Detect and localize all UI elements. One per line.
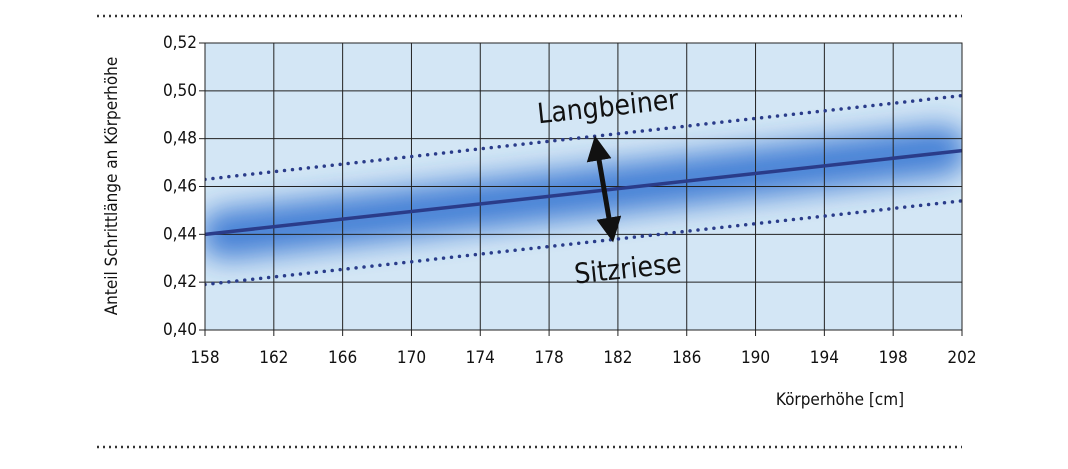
x-tick-label: 194 [810,348,839,368]
x-tick-label: 186 [672,348,701,368]
y-tick-label: 0,52 [163,33,197,53]
y-tick-label: 0,50 [163,81,197,101]
x-tick-label: 178 [534,348,563,368]
x-axis-label: Körperhöhe [cm] [776,390,904,410]
x-tick-label: 162 [259,348,288,368]
x-tick-label: 174 [466,348,495,368]
x-tick-label: 198 [879,348,908,368]
y-axis-label: Anteil Schrittlänge an Körperhöhe [102,57,122,316]
line [205,148,962,237]
y-tick-label: 0,48 [163,129,197,149]
line [205,199,962,287]
x-tick-label: 202 [947,348,976,368]
y-tick-label: 0,40 [163,320,197,340]
x-tick-label: 190 [741,348,770,368]
y-tick-label: 0,42 [163,272,197,292]
x-tick-label: 158 [190,348,219,368]
y-tick-label: 0,46 [163,177,197,197]
x-tick-label: 166 [328,348,357,368]
line [205,93,962,182]
x-tick-label: 170 [397,348,426,368]
arrow [586,135,622,243]
x-tick-label: 182 [603,348,632,368]
plot-border [204,42,963,331]
y-tick-label: 0,44 [163,224,197,244]
